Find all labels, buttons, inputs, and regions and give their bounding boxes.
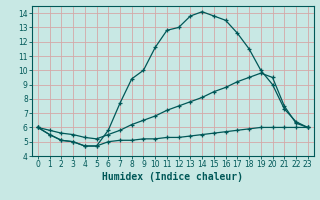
X-axis label: Humidex (Indice chaleur): Humidex (Indice chaleur) [102, 172, 243, 182]
